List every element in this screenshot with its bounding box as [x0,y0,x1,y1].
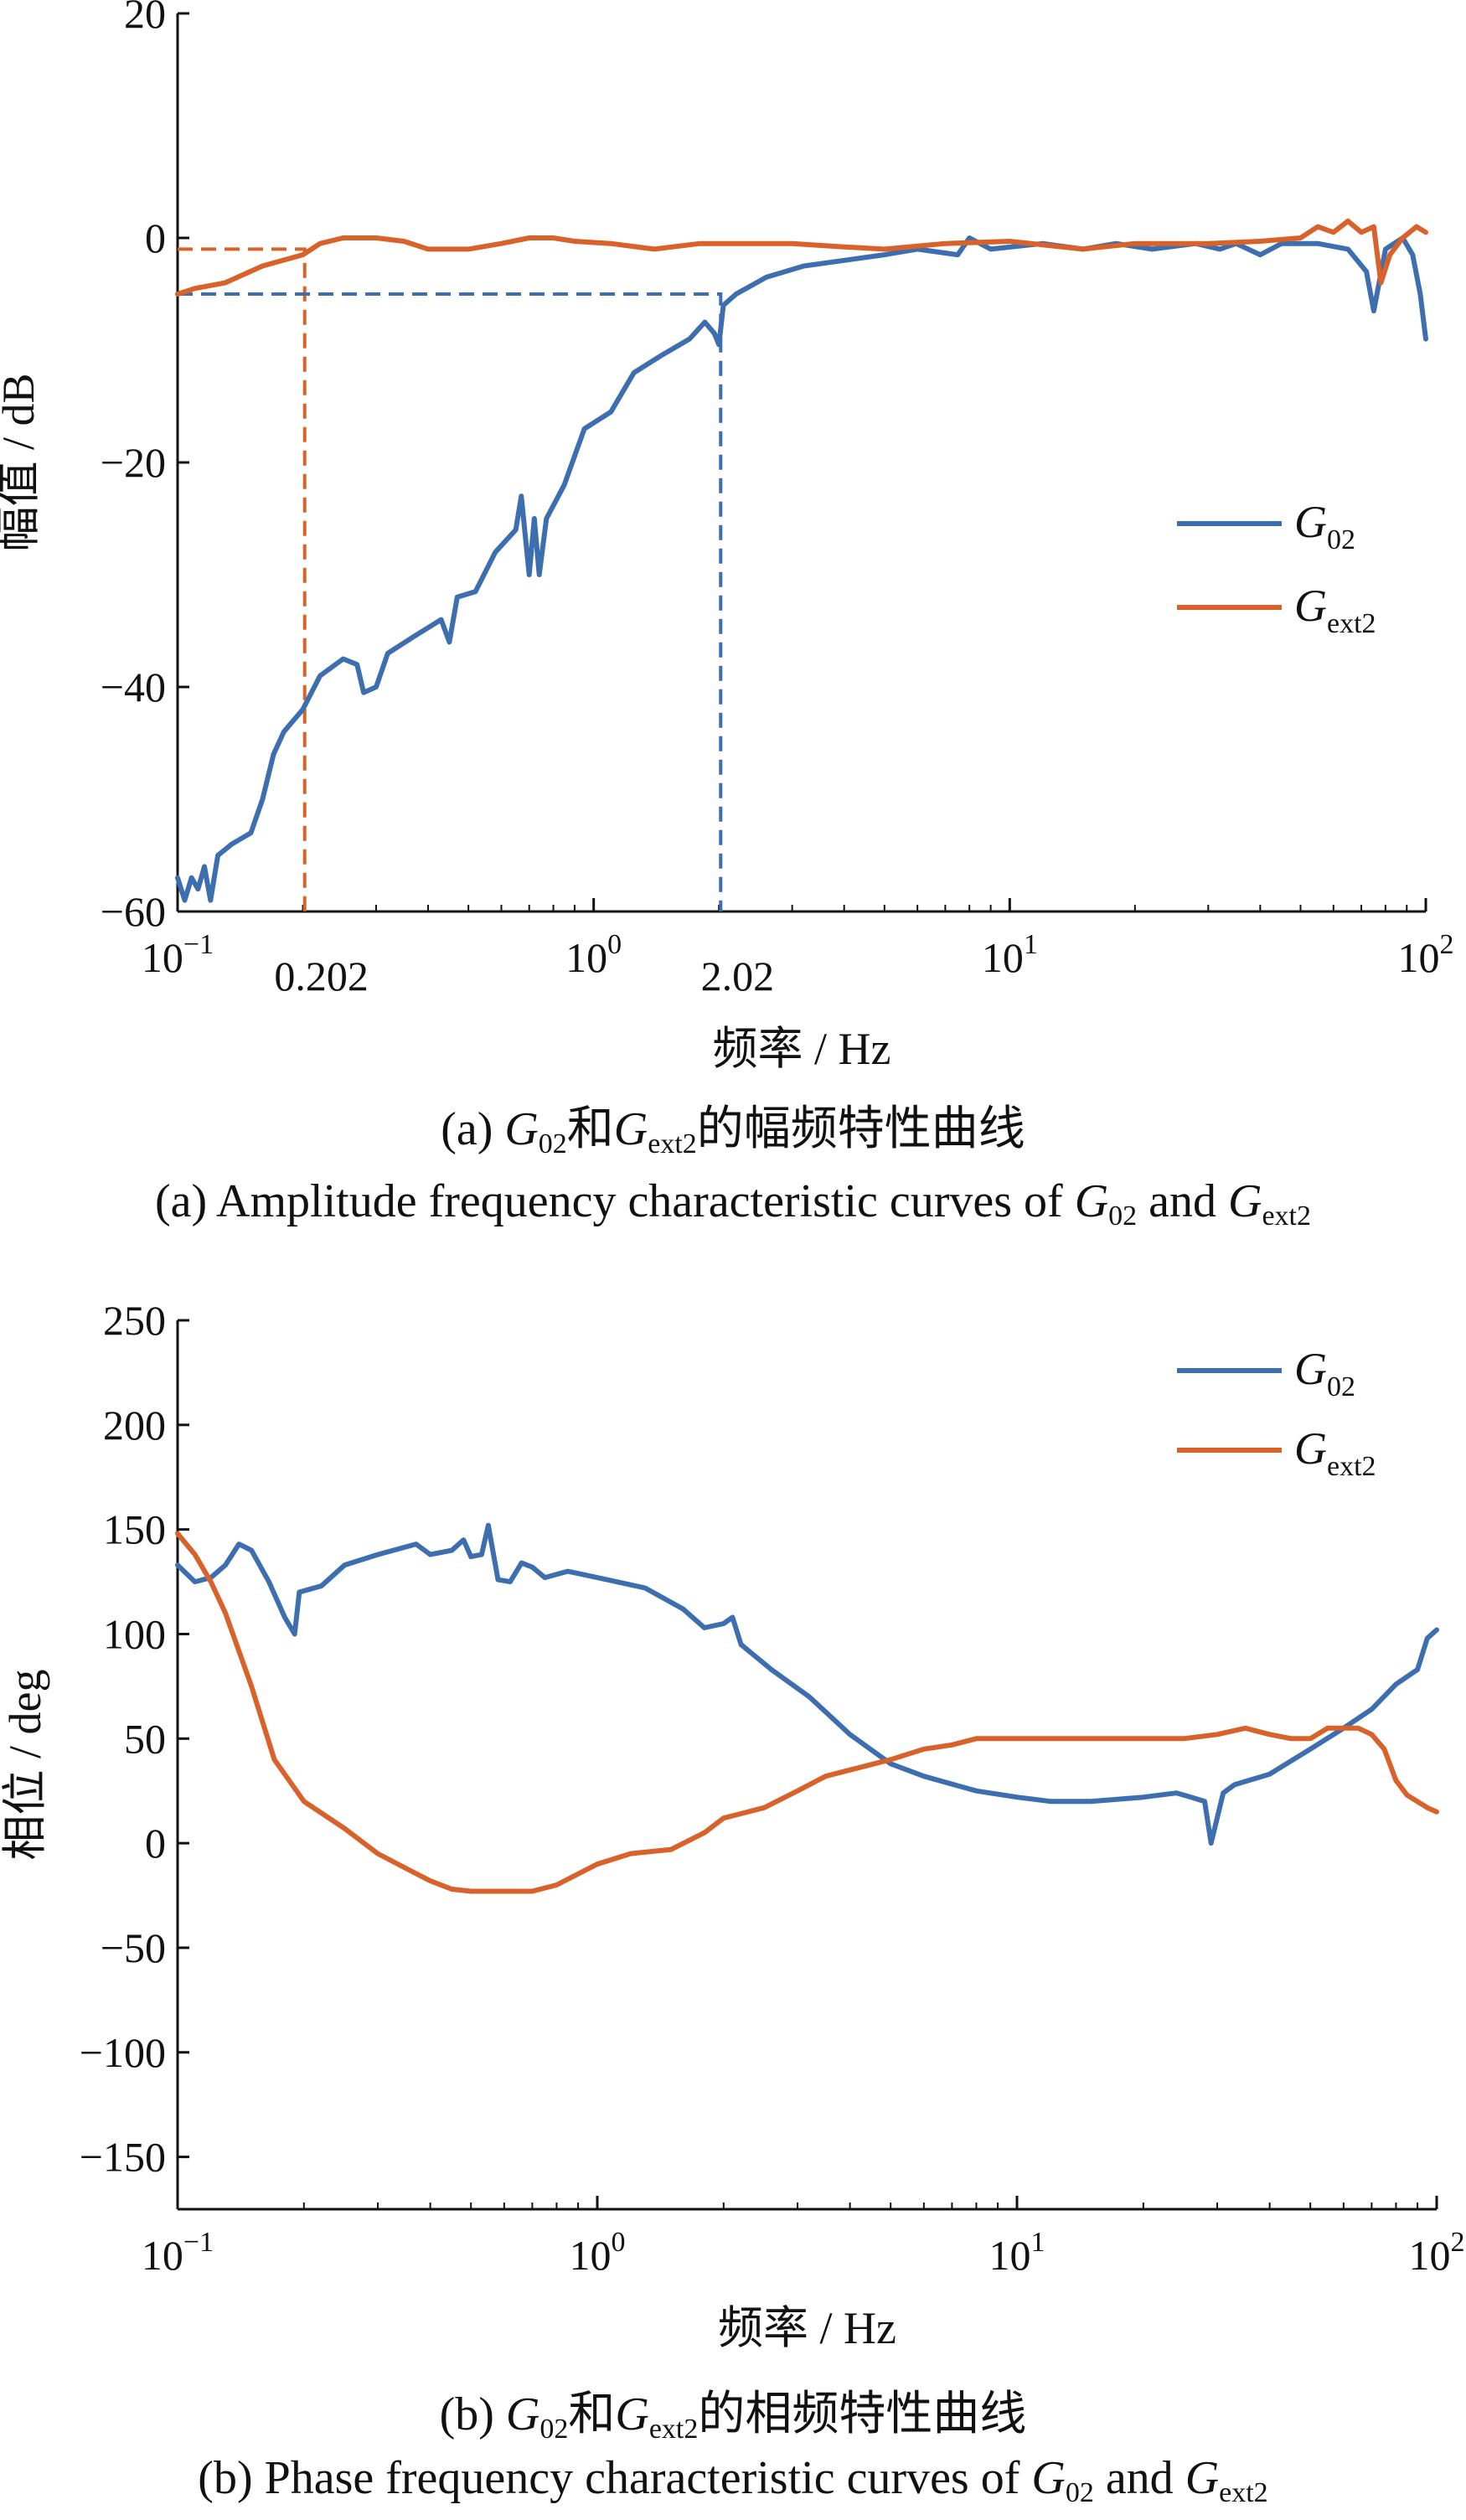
y-tick-label: 50 [124,1715,166,1762]
legend: G02 Gext2 [1177,497,1376,639]
caption-a-english: (a) Amplitude frequency characteristic c… [154,1175,1312,1232]
series-line-g02 [175,1522,1439,1846]
series-line-gext2 [175,218,1428,297]
y-tick-label: 20 [124,0,166,37]
y-tick-label: 0 [145,1820,166,1867]
reference-dashed-line-1 [178,247,307,911]
x-tick-label: 102 [1398,929,1454,981]
y-axis-label: 幅值 / dB [0,373,44,551]
x-axis-label: 频率 / Hz [713,1024,891,1074]
x-axis-label: 频率 / Hz [718,2303,896,2353]
y-tick-label: −20 [101,439,166,486]
x-tick-label: 100 [570,2227,626,2279]
y-tick-label: 250 [103,1297,166,1344]
y-tick-label: 150 [103,1506,166,1553]
x-tick-label: 101 [989,2227,1045,2279]
y-tick-label: −60 [101,888,166,935]
y-tick-label: 0 [145,214,166,261]
y-tick-label: −50 [101,1924,166,1971]
phase-chart: 250 200 150 100 50 0 −50 −100 −150 10−1 100 101 102 频… [0,1297,1465,2353]
caption-b-chinese: (b) G02和Gext2的相频特性曲线 [439,2388,1027,2445]
y-tick-label: −40 [101,664,166,710]
axes: 250 200 150 100 50 0 −50 −100 −150 10−1 100 101 102 [80,1297,1465,2279]
y-tick-label: −100 [80,2029,166,2076]
marker-frequency-label-0-202: 0.202 [274,953,369,999]
caption-b-english: (b) Phase frequency characteristic curve… [198,2452,1268,2508]
caption-a-chinese: (a) G02和Gext2的幅频特性曲线 [441,1103,1025,1159]
y-axis-label: 相位 / deg [0,1670,50,1861]
reference-dashed-line-2 [178,292,723,911]
x-tick-label: 10−1 [142,929,214,981]
y-tick-label: −150 [80,2134,166,2181]
legend-label-gext2: Gext2 [1294,1423,1376,1482]
x-tick-label: 10−1 [142,2227,214,2279]
x-tick-label: 101 [982,929,1038,981]
legend-label-g02: G02 [1294,1344,1355,1402]
series-line-gext2 [175,1531,1439,1894]
x-tick-label: 102 [1409,2227,1465,2279]
y-tick-label: 200 [103,1402,166,1448]
legend-label-gext2: Gext2 [1294,581,1376,639]
legend-label-g02: G02 [1294,497,1355,555]
y-tick-label: 100 [103,1610,166,1657]
x-tick-label: 100 [565,929,622,981]
series-line-g02 [175,235,1428,903]
legend: G02 Gext2 [1177,1344,1376,1482]
marker-frequency-label-2-02: 2.02 [701,953,775,999]
